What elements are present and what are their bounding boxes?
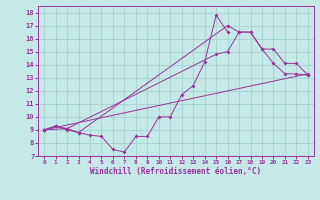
X-axis label: Windchill (Refroidissement éolien,°C): Windchill (Refroidissement éolien,°C) [91,167,261,176]
